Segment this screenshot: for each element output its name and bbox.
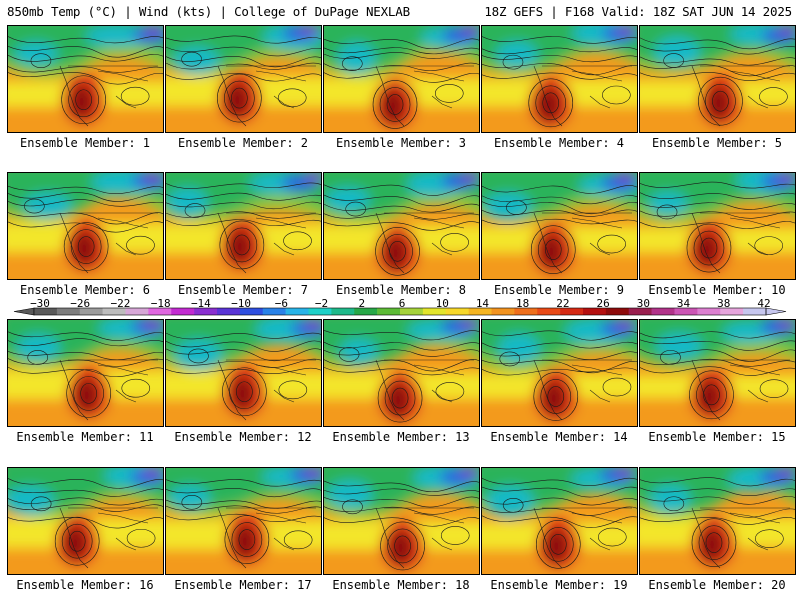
colorbar-segment: [79, 308, 103, 315]
colorbar-tick-label: 2: [358, 297, 366, 310]
ensemble-member-label: Ensemble Member: 14: [490, 430, 628, 444]
ensemble-member-label: Ensemble Member: 8: [335, 283, 467, 297]
colorbar-tick-label: −30: [30, 297, 50, 310]
colorbar-segment: [102, 308, 126, 315]
colorbar-segment: [491, 308, 515, 315]
colorbar-tick-label: −26: [70, 297, 91, 310]
ensemble-member-map: [481, 467, 638, 575]
colorbar-tick-label: 10: [435, 297, 449, 310]
ensemble-member-map: [165, 172, 322, 280]
ensemble-member-label: Ensemble Member: 1: [19, 136, 151, 150]
colorbar-segment: [148, 308, 172, 315]
colorbar-segment: [171, 308, 195, 315]
colorbar-segment: [377, 308, 401, 315]
ensemble-member-label: Ensemble Member: 13: [332, 430, 470, 444]
colorbar-segment: [217, 308, 241, 315]
colorbar-tick-label: −22: [110, 297, 131, 310]
colorbar-segment: [285, 308, 309, 315]
ensemble-member-label: Ensemble Member: 9: [493, 283, 625, 297]
ensemble-member-map: [323, 319, 480, 427]
colorbar-segment: [537, 308, 561, 315]
colorbar-tick-label: −18: [150, 297, 171, 310]
colorbar-tick-label: −10: [231, 297, 252, 310]
colorbar-segment: [560, 308, 584, 315]
ensemble-member-map: [481, 172, 638, 280]
colorbar-segment: [651, 308, 675, 315]
ensemble-member-map: [165, 319, 322, 427]
colorbar-segment: [194, 308, 218, 315]
colorbar-segment: [34, 308, 58, 315]
ensemble-member-label: Ensemble Member: 3: [335, 136, 467, 150]
ensemble-member-label: Ensemble Member: 17: [174, 578, 312, 592]
valid-time-title: 18Z GEFS | F168 Valid: 18Z SAT JUN 14 20…: [484, 4, 792, 19]
colorbar-tick-label: 34: [676, 297, 691, 310]
ensemble-member-map: [7, 319, 164, 427]
ensemble-member-label: Ensemble Member: 7: [177, 283, 309, 297]
colorbar-segment: [125, 308, 149, 315]
colorbar-tick-label: −6: [274, 297, 288, 310]
ensemble-member-label: Ensemble Member: 6: [19, 283, 151, 297]
colorbar-tick-label: −2: [314, 297, 329, 310]
temperature-colorbar: [13, 307, 787, 316]
colorbar-segment: [331, 308, 355, 315]
colorbar-segment: [262, 308, 286, 315]
ensemble-member-map: [7, 172, 164, 280]
ensemble-member-label: Ensemble Member: 20: [648, 578, 786, 592]
colorbar-tick-label: −14: [190, 297, 211, 310]
ensemble-member-label: Ensemble Member: 18: [332, 578, 470, 592]
figure-title: 850mb Temp (°C) | Wind (kts) | College o…: [7, 4, 410, 19]
ensemble-member-map: [165, 467, 322, 575]
ensemble-member-map: [481, 319, 638, 427]
ensemble-member-label: Ensemble Member: 11: [16, 430, 154, 444]
ensemble-member-label: Ensemble Member: 19: [490, 578, 628, 592]
colorbar-segment: [445, 308, 469, 315]
colorbar-segment: [239, 308, 264, 315]
colorbar-tick-label: 38: [717, 297, 731, 310]
colorbar-tick-label: 22: [556, 297, 570, 310]
colorbar-segment: [422, 308, 447, 315]
colorbar-segment: [605, 308, 630, 315]
colorbar-segment: [583, 308, 607, 315]
colorbar-segment: [720, 308, 744, 315]
ensemble-member-label: Ensemble Member: 16: [16, 578, 154, 592]
ensemble-member-map: [639, 319, 796, 427]
colorbar-segment: [400, 308, 424, 315]
ensemble-member-map: [481, 25, 638, 133]
colorbar-tick-label: 30: [636, 297, 650, 310]
colorbar-segment: [354, 308, 378, 315]
ensemble-member-label: Ensemble Member: 4: [493, 136, 625, 150]
colorbar-tick-label: 6: [398, 297, 406, 310]
ensemble-member-map: [639, 172, 796, 280]
colorbar-segment: [514, 308, 538, 315]
colorbar-segment: [56, 308, 81, 315]
ensemble-member-map: [165, 25, 322, 133]
colorbar-segment: [628, 308, 652, 315]
colorbar-segment: [468, 308, 492, 315]
colorbar-tick-label: 26: [596, 297, 610, 310]
colorbar-segment: [308, 308, 332, 315]
colorbar-tick-label: 14: [475, 297, 490, 310]
ensemble-member-label: Ensemble Member: 5: [651, 136, 783, 150]
ensemble-member-label: Ensemble Member: 10: [648, 283, 786, 297]
colorbar-segment: [697, 308, 721, 315]
ensemble-member-label: Ensemble Member: 15: [648, 430, 786, 444]
ensemble-member-label: Ensemble Member: 12: [174, 430, 312, 444]
colorbar-tick-label: 18: [516, 297, 530, 310]
ensemble-member-map: [323, 25, 480, 133]
colorbar-segment: [674, 308, 698, 315]
colorbar-segment: [743, 308, 767, 315]
ensemble-member-map: [639, 467, 796, 575]
ensemble-member-map: [7, 467, 164, 575]
ensemble-member-map: [7, 25, 164, 133]
ensemble-member-map: [323, 467, 480, 575]
colorbar-tick-label: 42: [757, 297, 771, 310]
ensemble-member-map: [639, 25, 796, 133]
ensemble-member-map: [323, 172, 480, 280]
ensemble-member-label: Ensemble Member: 2: [177, 136, 309, 150]
